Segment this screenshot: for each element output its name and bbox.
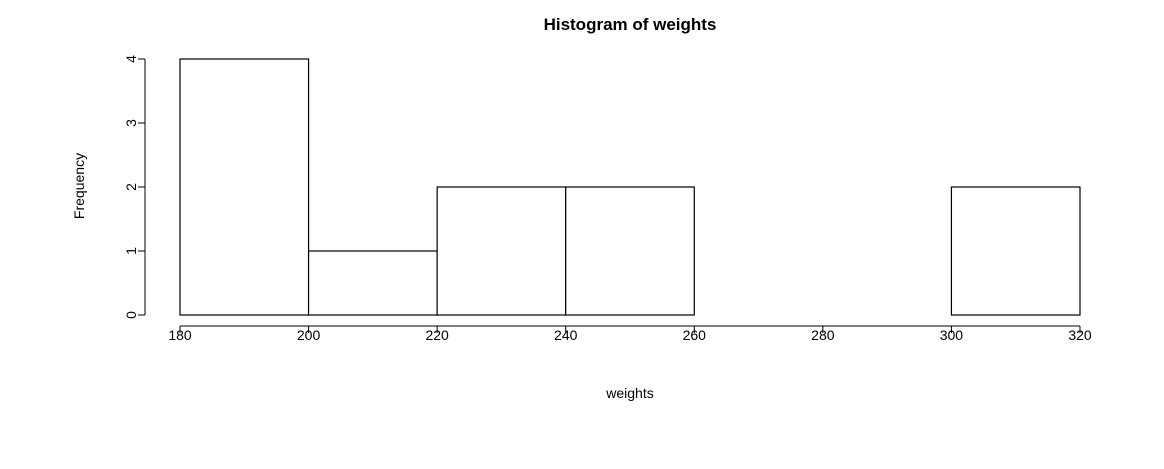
x-tick-label: 300 — [940, 327, 964, 343]
x-axis-label: weights — [605, 385, 653, 401]
x-tick-label: 240 — [554, 327, 578, 343]
x-axis: 180 200 220 240 260 280 300 320 — [168, 325, 1092, 343]
y-tick-label: 3 — [123, 119, 139, 127]
histogram-bar-240-260 — [565, 186, 695, 316]
y-tick-label: 0 — [123, 311, 139, 319]
y-tick-label: 4 — [123, 55, 139, 63]
x-tick-label: 320 — [1068, 327, 1092, 343]
x-tick-label: 180 — [168, 327, 192, 343]
histogram-bar-220-240 — [436, 186, 567, 316]
x-tick-label: 200 — [297, 327, 321, 343]
bars-group — [179, 58, 1081, 316]
y-tick-label: 1 — [123, 247, 139, 255]
y-axis: 0 1 2 3 4 — [123, 55, 146, 319]
histogram-bar-200-220 — [307, 250, 438, 316]
y-axis-label: Frequency — [71, 153, 87, 219]
histogram-bar-300-320 — [950, 186, 1081, 316]
x-tick-label: 280 — [811, 327, 835, 343]
x-tick-label: 220 — [425, 327, 449, 343]
y-tick-label: 2 — [123, 183, 139, 191]
chart-title: Histogram of weights — [544, 15, 717, 34]
histogram-bar-180-200 — [179, 58, 310, 316]
x-tick-label: 260 — [683, 327, 707, 343]
